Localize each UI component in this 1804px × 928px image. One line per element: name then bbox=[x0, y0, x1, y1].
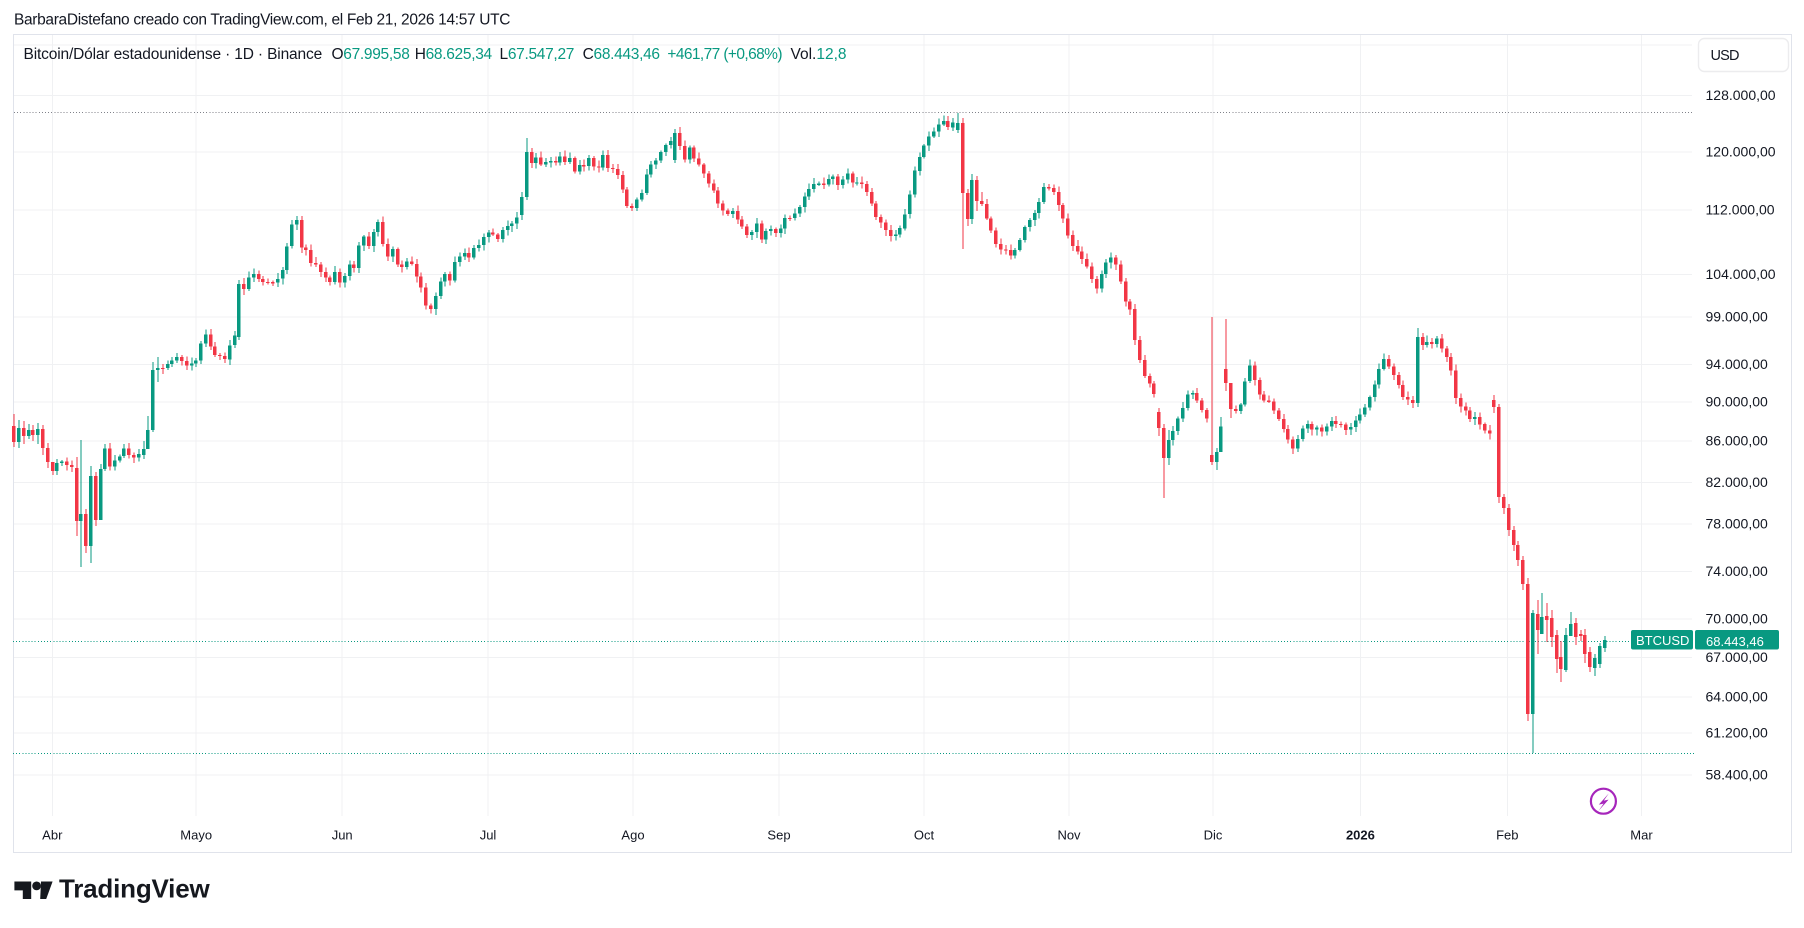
svg-text:120.000,00: 120.000,00 bbox=[1706, 144, 1776, 160]
svg-text:Dic: Dic bbox=[1204, 828, 1223, 843]
svg-text:Jul: Jul bbox=[480, 828, 497, 843]
svg-text:94.000,00: 94.000,00 bbox=[1706, 356, 1768, 372]
svg-text:104.000,00: 104.000,00 bbox=[1706, 266, 1776, 282]
svg-text:2026: 2026 bbox=[1346, 828, 1375, 843]
svg-text:86.000,00: 86.000,00 bbox=[1706, 433, 1768, 449]
svg-text:TradingView: TradingView bbox=[59, 874, 210, 904]
svg-text:Jun: Jun bbox=[332, 828, 353, 843]
svg-text:112.000,00: 112.000,00 bbox=[1706, 202, 1775, 218]
svg-text:Bitcoin/Dólar estadounidense ·: Bitcoin/Dólar estadounidense · 1D · Bina… bbox=[24, 46, 323, 63]
svg-text:70.000,00: 70.000,00 bbox=[1706, 611, 1768, 627]
svg-text:H68.625,34: H68.625,34 bbox=[415, 46, 493, 63]
svg-text:L67.547,27: L67.547,27 bbox=[500, 46, 575, 63]
svg-text:USD: USD bbox=[1711, 48, 1740, 64]
svg-text:90.000,00: 90.000,00 bbox=[1706, 394, 1768, 410]
svg-text:68.443,46: 68.443,46 bbox=[1706, 634, 1764, 649]
svg-text:O67.995,58: O67.995,58 bbox=[332, 46, 410, 63]
svg-text:Feb: Feb bbox=[1496, 828, 1518, 843]
svg-text:+461,77 (+0,68%): +461,77 (+0,68%) bbox=[667, 46, 782, 63]
svg-text:64.000,00: 64.000,00 bbox=[1706, 689, 1768, 705]
svg-text:67.000,00: 67.000,00 bbox=[1706, 649, 1768, 665]
svg-text:Mar: Mar bbox=[1630, 828, 1653, 843]
svg-text:C68.443,46: C68.443,46 bbox=[583, 46, 660, 63]
svg-text:78.000,00: 78.000,00 bbox=[1706, 516, 1768, 532]
svg-text:Vol.12,8: Vol.12,8 bbox=[791, 46, 847, 63]
svg-text:Sep: Sep bbox=[767, 828, 790, 843]
svg-text:128.000,00: 128.000,00 bbox=[1706, 87, 1776, 103]
svg-text:BarbaraDistefano creado con Tr: BarbaraDistefano creado con TradingView.… bbox=[14, 12, 510, 29]
svg-text:Abr: Abr bbox=[42, 828, 63, 843]
svg-text:61.200,00: 61.200,00 bbox=[1706, 725, 1768, 741]
svg-text:Nov: Nov bbox=[1057, 828, 1081, 843]
svg-text:99.000,00: 99.000,00 bbox=[1706, 309, 1768, 325]
svg-text:82.000,00: 82.000,00 bbox=[1706, 474, 1768, 490]
svg-text:74.000,00: 74.000,00 bbox=[1706, 563, 1768, 579]
svg-text:Mayo: Mayo bbox=[180, 828, 212, 843]
svg-text:Ago: Ago bbox=[621, 828, 644, 843]
svg-text:58.400,00: 58.400,00 bbox=[1706, 767, 1768, 783]
svg-text:Oct: Oct bbox=[914, 828, 935, 843]
svg-text:BTCUSD: BTCUSD bbox=[1636, 633, 1689, 648]
